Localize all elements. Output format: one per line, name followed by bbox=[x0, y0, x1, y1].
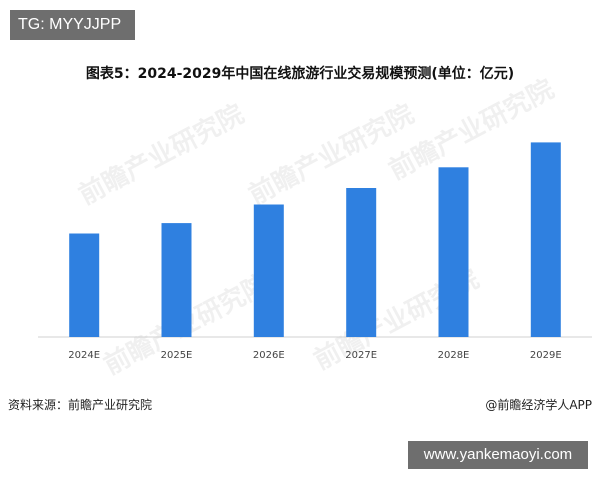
bar-2027E bbox=[346, 188, 377, 337]
chart-title: 图表5：2024-2029年中国在线旅游行业交易规模预测(单位：亿元) bbox=[85, 66, 515, 82]
bars-group bbox=[69, 142, 561, 337]
x-tick-label: 2027E bbox=[345, 350, 377, 361]
bar-2024E bbox=[69, 233, 100, 337]
x-tick-label: 2029E bbox=[530, 350, 562, 361]
watermark-layer: 前瞻产业研究院前瞻产业研究院前瞻产业研究院前瞻产业研究院前瞻产业研究院 bbox=[74, 73, 559, 381]
bar-2029E bbox=[530, 142, 561, 337]
x-tick-label: 2028E bbox=[438, 350, 470, 361]
site-overlay-label: www.yankemaoyi.com bbox=[408, 441, 588, 469]
bar-2026E bbox=[253, 204, 284, 337]
x-tick-label: 2024E bbox=[68, 350, 100, 361]
x-tick-labels: 2024E 2025E 2026E 2027E 2028E 2029E bbox=[68, 350, 561, 361]
publisher-handle: @前瞻经济学人APP bbox=[485, 398, 592, 412]
x-tick-label: 2025E bbox=[161, 350, 193, 361]
watermark-text: 前瞻产业研究院 bbox=[74, 98, 249, 211]
bar-2025E bbox=[161, 223, 192, 337]
source-note: 资料来源：前瞻产业研究院 bbox=[8, 398, 153, 412]
x-tick-label: 2026E bbox=[253, 350, 285, 361]
bar-2028E bbox=[438, 167, 469, 337]
tg-overlay-label: TG: MYYJJPP bbox=[10, 10, 135, 40]
